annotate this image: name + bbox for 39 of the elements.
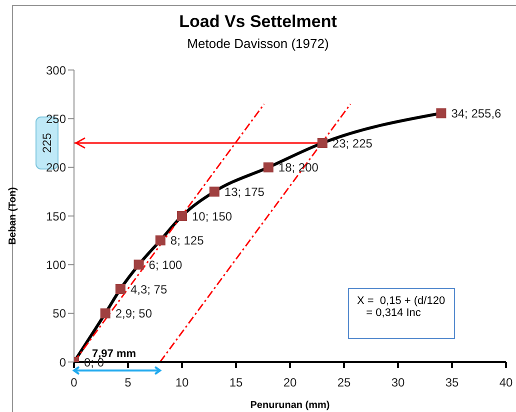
y-tick-label: 50 <box>52 306 66 321</box>
y-tick-label: 250 <box>46 112 66 126</box>
y-axis-title: Beban (Ton) <box>8 187 19 245</box>
x-tick-label: 20 <box>283 376 297 390</box>
chart-subtitle: Metode Davisson (1972) <box>186 36 330 51</box>
data-label: 4,3; 75 <box>130 282 168 296</box>
data-label: 13; 175 <box>224 184 265 199</box>
data-label: 18; 200 <box>278 160 319 175</box>
ref-line-label: 225 <box>40 132 54 154</box>
x-tick-label: 5 <box>124 376 132 390</box>
x-axis-title: Penurunan (mm) <box>250 400 330 411</box>
x-tick-label: 15 <box>229 376 243 390</box>
x-tick-label: 30 <box>391 376 405 390</box>
x-tick-label: 35 <box>445 376 459 390</box>
point <box>209 186 220 197</box>
point <box>177 211 187 221</box>
point <box>317 138 328 148</box>
point <box>134 260 144 270</box>
data-label: 34; 255,6 <box>451 106 502 120</box>
point <box>436 108 446 118</box>
chart-title: Load Vs Settelment <box>178 12 338 32</box>
data-label: 2,9; 50 <box>115 306 152 321</box>
formula-box: X = 0,15 + (d/120 = 0,314 Inc <box>348 288 455 339</box>
y-tick-label: 0 <box>59 355 66 370</box>
x-tick-label: 10 <box>175 376 189 390</box>
x-tick-label: 0 <box>70 376 78 390</box>
y-tick-label: 100 <box>46 258 66 272</box>
y-tick-label: 300 <box>46 63 66 78</box>
data-label: 10; 150 <box>192 209 232 224</box>
point <box>263 162 274 172</box>
x-tick-label: 40 <box>499 376 513 390</box>
data-label: 23; 225 <box>332 136 373 150</box>
point <box>115 284 126 294</box>
x-tick-label: 25 <box>337 376 351 390</box>
data-label: 6; 100 <box>148 258 182 272</box>
y-tick-label: 150 <box>46 209 66 224</box>
point <box>155 235 166 246</box>
data-label: 8; 125 <box>170 234 204 248</box>
point <box>100 308 110 318</box>
